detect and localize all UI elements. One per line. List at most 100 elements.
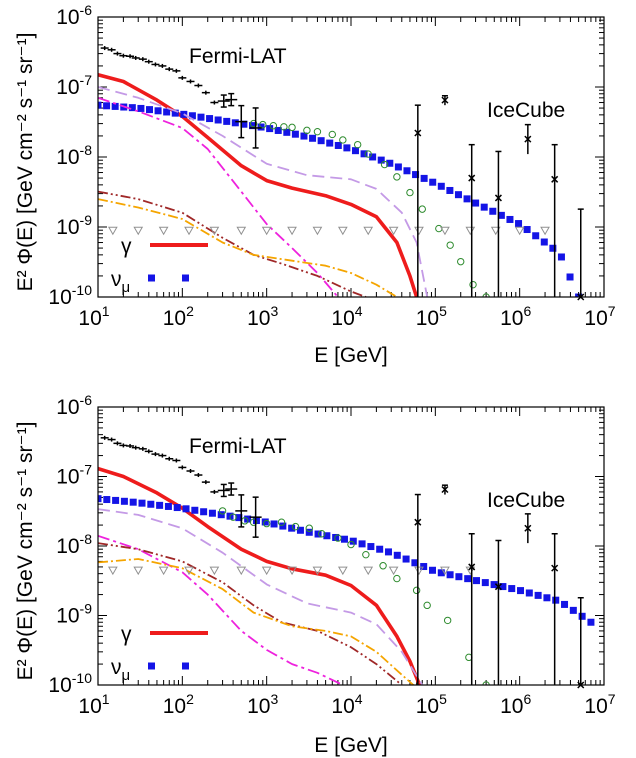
numu-point bbox=[446, 186, 454, 194]
numu-point bbox=[437, 182, 445, 190]
chart-panel-2: 101 102 103 104 105 106 107 10-10 10-9 10-8 10-7 10… bbox=[14, 392, 616, 757]
icecube-point bbox=[468, 174, 476, 182]
numu-point bbox=[429, 178, 437, 186]
legend-numu-swatch bbox=[182, 274, 189, 282]
icecube-point bbox=[494, 583, 502, 591]
numu-point bbox=[386, 159, 394, 167]
numu-point bbox=[561, 600, 569, 608]
numu-point bbox=[191, 506, 199, 514]
numu-point bbox=[437, 569, 445, 577]
numu-point bbox=[446, 571, 454, 579]
numu-point bbox=[323, 532, 331, 540]
numu-point bbox=[367, 543, 375, 551]
circle-point bbox=[280, 123, 288, 131]
numu-point bbox=[334, 141, 342, 149]
triangle-point bbox=[236, 226, 247, 236]
numu-point bbox=[569, 606, 577, 614]
numu-point bbox=[402, 555, 410, 563]
triangle-series bbox=[107, 226, 550, 236]
numu-point bbox=[489, 207, 497, 215]
circle-point bbox=[406, 188, 414, 197]
circle-point bbox=[393, 574, 401, 583]
circle-point bbox=[353, 140, 362, 149]
numu-series bbox=[98, 495, 595, 626]
numu-point bbox=[154, 107, 162, 115]
triangle-point bbox=[209, 226, 220, 236]
x-tick-label: 103 bbox=[247, 691, 278, 718]
circle-series bbox=[249, 119, 490, 297]
numu-point bbox=[266, 125, 274, 133]
chart-panel-1: 101 102 103 104 105 106 107 10-10 10-9 10-8 10-7 10… bbox=[14, 2, 616, 367]
numu-point bbox=[534, 591, 542, 599]
numu-point bbox=[288, 524, 296, 532]
y-tick-label: 10-7 bbox=[56, 462, 92, 489]
icecube-point bbox=[414, 129, 422, 137]
model-curve-2 bbox=[98, 508, 424, 685]
numu-point bbox=[261, 518, 269, 526]
numu-point bbox=[128, 104, 136, 112]
numu-point bbox=[274, 126, 282, 134]
numu-point bbox=[223, 117, 231, 125]
model-curve-3 bbox=[98, 534, 344, 685]
numu-point bbox=[499, 583, 507, 591]
numu-point bbox=[506, 215, 514, 223]
y-axis-label: E² Φ(E) [GeV cm⁻² s⁻¹ sr⁻¹] bbox=[14, 33, 37, 292]
numu-point bbox=[291, 130, 299, 138]
gamma-curve bbox=[98, 72, 419, 297]
fermi-lat-label: Fermi-LAT bbox=[189, 45, 287, 68]
x-tick-label: 102 bbox=[163, 303, 194, 330]
x-tick-label: 101 bbox=[78, 303, 109, 330]
x-tick-label: 107 bbox=[584, 691, 615, 718]
triangle-point bbox=[337, 226, 348, 236]
numu-point bbox=[197, 113, 205, 121]
x-tick-label: 104 bbox=[331, 691, 362, 718]
legend-numu-swatch bbox=[148, 662, 155, 670]
numu-point bbox=[103, 102, 111, 110]
numu-point bbox=[208, 509, 216, 517]
ticks bbox=[97, 407, 604, 686]
triangle-point bbox=[158, 226, 169, 236]
plot-frame bbox=[97, 16, 605, 298]
y-tick-label: 10-7 bbox=[56, 72, 92, 99]
icecube-point bbox=[441, 96, 449, 104]
triangle-point bbox=[440, 566, 450, 576]
numu-point bbox=[314, 530, 322, 538]
plot-frame bbox=[97, 406, 605, 686]
legend-numu-swatch bbox=[182, 662, 189, 670]
x-tick-label: 101 bbox=[78, 691, 109, 718]
triangle-point bbox=[287, 566, 297, 576]
numu-point bbox=[103, 496, 111, 504]
triangle-point bbox=[388, 566, 399, 576]
numu-point bbox=[543, 594, 551, 602]
numu-point bbox=[490, 581, 498, 589]
triangle-point bbox=[414, 226, 424, 236]
numu-point bbox=[517, 587, 525, 595]
model-curve-2 bbox=[98, 86, 429, 297]
circle-point bbox=[457, 257, 465, 266]
numu-point bbox=[147, 500, 155, 508]
numu-point bbox=[112, 496, 120, 504]
numu-point bbox=[120, 497, 128, 505]
numu-point bbox=[549, 244, 557, 252]
numu-point bbox=[480, 203, 488, 211]
numu-point bbox=[173, 504, 181, 512]
triangle-point bbox=[514, 226, 525, 236]
numu-point bbox=[231, 119, 239, 127]
numu-point bbox=[411, 559, 419, 567]
numu-point bbox=[349, 537, 357, 545]
numu-point bbox=[138, 499, 146, 507]
numu-point bbox=[279, 522, 287, 530]
x-tick-label: 105 bbox=[416, 303, 447, 330]
numu-point bbox=[326, 139, 334, 147]
triangle-point bbox=[184, 226, 194, 236]
numu-point bbox=[171, 109, 179, 117]
numu-point bbox=[515, 220, 523, 228]
numu-point bbox=[578, 612, 586, 620]
circle-point bbox=[418, 205, 426, 213]
numu-point bbox=[217, 511, 225, 519]
numu-point bbox=[377, 156, 385, 164]
numu-point bbox=[360, 150, 368, 158]
numu-point bbox=[523, 226, 531, 234]
triangle-point bbox=[414, 566, 424, 576]
numu-point bbox=[384, 548, 392, 556]
